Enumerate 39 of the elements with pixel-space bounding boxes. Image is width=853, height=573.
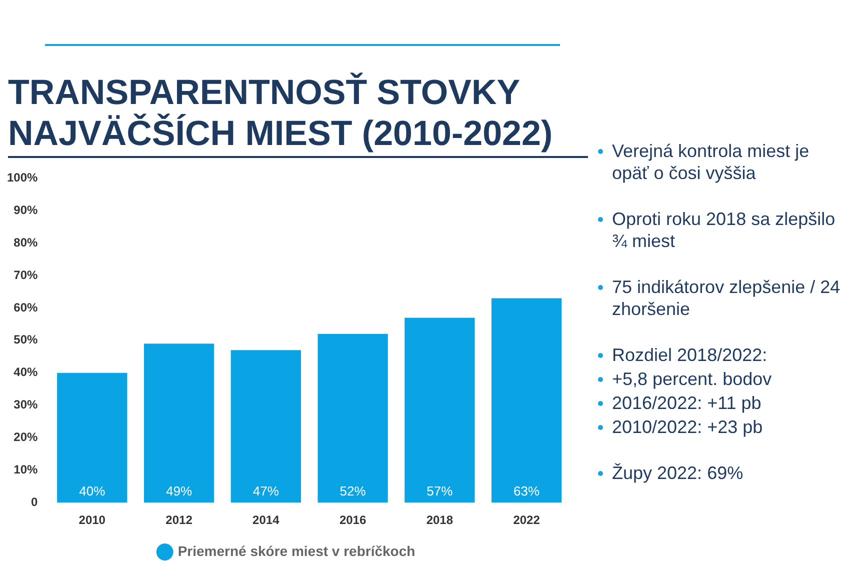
- x-tick-label: 2016: [339, 513, 366, 528]
- bar: [57, 372, 128, 503]
- text: Verejná kontrola miest je opäť o čosi vyššia: [612, 141, 810, 183]
- y-tick-label: 70%: [14, 268, 38, 282]
- text: Rozdiel 2018/2022:: [612, 345, 768, 365]
- y-tick-label: 80%: [14, 235, 38, 250]
- y-tick-label: 20%: [14, 430, 38, 444]
- x-tick-label: 2014: [252, 513, 280, 528]
- bar: [404, 318, 475, 503]
- text: Župy 2022: 69%: [612, 463, 744, 483]
- y-tick-label: 90%: [14, 202, 38, 217]
- y-tick-label: 0: [31, 494, 38, 509]
- text: +5,8 percent. bodov: [612, 369, 772, 389]
- x-tick-label: 2010: [78, 513, 106, 528]
- legend-label: Priemerné skóre miest v rebríčkoch: [178, 542, 416, 559]
- text: 2010/2022: +23 pb: [612, 417, 763, 437]
- y-tick-label: 40%: [14, 365, 38, 380]
- bar: [144, 344, 214, 503]
- y-tick-label: 60%: [14, 300, 38, 314]
- data-label: 47%: [252, 484, 280, 499]
- y-tick-label: 30%: [14, 398, 38, 412]
- x-tick-label: 2012: [166, 513, 193, 528]
- y-tick-label: 100%: [6, 170, 38, 185]
- data-label: 63%: [514, 484, 540, 499]
- data-label: 40%: [79, 484, 106, 499]
- bar: [318, 334, 388, 503]
- y-tick-label: 10%: [14, 462, 38, 476]
- x-tick-label: 2022: [513, 513, 540, 528]
- text: 2016/2022: +11 pb: [612, 393, 762, 413]
- text: 75 indikátorov zlepšenie / 24 zhoršenie: [612, 277, 840, 319]
- y-tick-label: 50%: [14, 332, 38, 347]
- chart-title: TRANSPARENTNOSŤ STOVKY NAJVÄČŠÍCH MIEST (2010-2022): [8, 72, 588, 158]
- data-label: 52%: [340, 484, 366, 499]
- bar: [491, 298, 562, 503]
- text: Oproti roku 2018 sa zlepšilo ¾ miest: [612, 209, 836, 251]
- bar: [230, 350, 301, 503]
- data-label: 49%: [166, 484, 192, 499]
- x-tick-label: 2018: [426, 513, 454, 528]
- data-label: 57%: [426, 484, 454, 499]
